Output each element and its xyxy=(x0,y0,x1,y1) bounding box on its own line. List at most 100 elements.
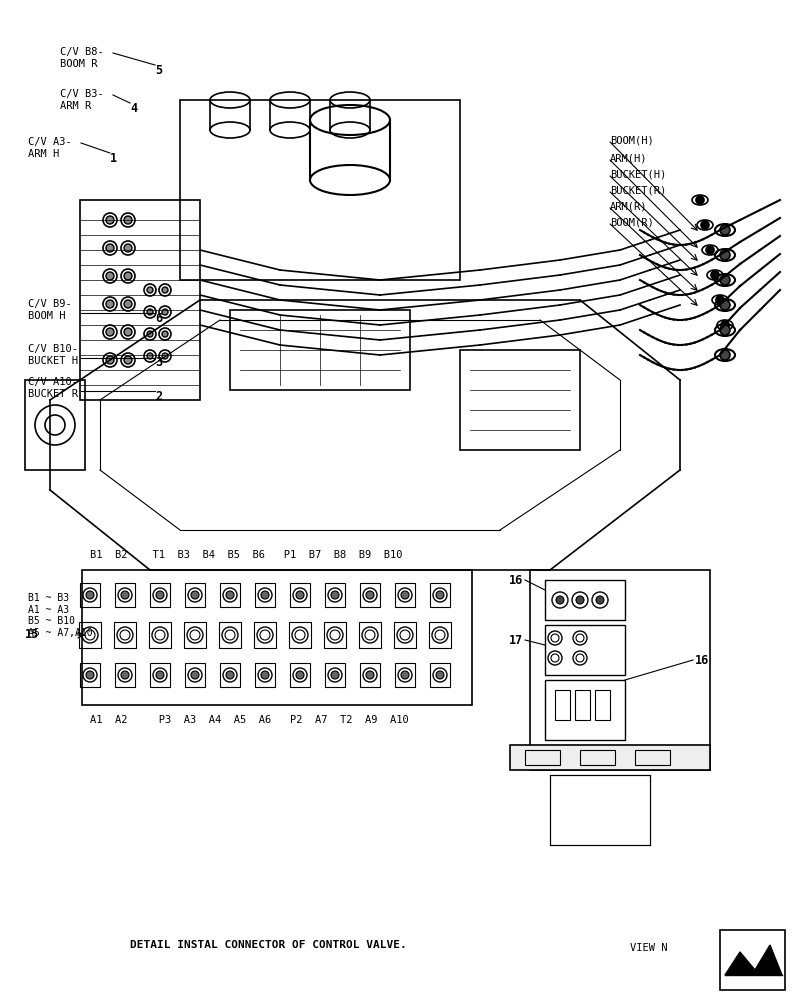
Bar xyxy=(554,690,569,720)
Text: A1  A2     P3  A3  A4  A5  A6   P2  A7  T2  A9  A10: A1 A2 P3 A3 A4 A5 A6 P2 A7 T2 A9 A10 xyxy=(90,715,408,725)
Circle shape xyxy=(710,271,718,279)
Text: 1: 1 xyxy=(110,152,117,165)
Bar xyxy=(115,583,135,607)
Circle shape xyxy=(191,671,199,679)
Text: B1 ~ B3
A1 ~ A3
B5 ~ B10
A5 ~ A7,A10: B1 ~ B3 A1 ~ A3 B5 ~ B10 A5 ~ A7,A10 xyxy=(28,593,92,638)
Bar xyxy=(185,663,205,687)
Text: 16: 16 xyxy=(508,574,522,586)
Text: C/V B3-
ARM R: C/V B3- ARM R xyxy=(60,89,104,111)
Text: 6: 6 xyxy=(155,312,162,324)
Bar xyxy=(230,310,410,390)
Bar xyxy=(544,625,624,675)
Bar xyxy=(324,583,344,607)
Circle shape xyxy=(147,353,153,359)
Circle shape xyxy=(106,244,114,252)
Bar xyxy=(360,663,380,687)
Bar xyxy=(290,663,310,687)
Text: ARM(R): ARM(R) xyxy=(609,201,646,211)
Bar xyxy=(429,622,450,648)
Bar xyxy=(529,570,709,770)
Bar xyxy=(82,570,471,705)
Text: BUCKET(H): BUCKET(H) xyxy=(609,169,666,179)
Bar xyxy=(184,622,206,648)
Text: B1  B2    T1  B3  B4  B5  B6   P1  B7  B8  B9  B10: B1 B2 T1 B3 B4 B5 B6 P1 B7 B8 B9 B10 xyxy=(90,550,402,560)
Circle shape xyxy=(296,591,304,599)
Bar xyxy=(509,745,709,770)
Circle shape xyxy=(147,309,153,315)
Text: 3: 3 xyxy=(155,357,162,369)
Bar xyxy=(430,583,450,607)
Circle shape xyxy=(435,591,443,599)
Text: ARM(H): ARM(H) xyxy=(609,153,646,163)
Circle shape xyxy=(401,671,409,679)
Bar xyxy=(544,580,624,620)
Bar xyxy=(220,663,240,687)
Bar xyxy=(218,622,241,648)
Bar xyxy=(579,750,614,765)
Circle shape xyxy=(401,591,409,599)
Bar xyxy=(393,622,415,648)
Circle shape xyxy=(720,321,728,329)
Circle shape xyxy=(106,300,114,308)
Bar xyxy=(634,750,669,765)
Circle shape xyxy=(719,300,729,310)
Circle shape xyxy=(365,671,373,679)
Circle shape xyxy=(124,272,132,280)
Bar xyxy=(430,663,450,687)
Text: C/V B9-
BOOM H: C/V B9- BOOM H xyxy=(28,299,71,321)
Bar xyxy=(25,380,85,470)
Circle shape xyxy=(331,591,339,599)
Bar xyxy=(150,663,169,687)
Bar xyxy=(288,622,311,648)
Circle shape xyxy=(120,671,128,679)
Bar xyxy=(359,622,381,648)
Bar xyxy=(149,622,171,648)
Circle shape xyxy=(156,591,164,599)
Circle shape xyxy=(719,250,729,260)
Circle shape xyxy=(161,353,168,359)
Circle shape xyxy=(695,196,703,204)
Circle shape xyxy=(719,275,729,285)
Polygon shape xyxy=(724,945,781,975)
Bar xyxy=(549,775,649,845)
Bar xyxy=(180,100,459,280)
Bar xyxy=(524,750,560,765)
Bar xyxy=(80,583,100,607)
Circle shape xyxy=(700,221,708,229)
Text: DETAIL INSTAL CONNECTOR OF CONTROL VALVE.: DETAIL INSTAL CONNECTOR OF CONTROL VALVE… xyxy=(130,940,406,950)
Text: 15: 15 xyxy=(25,628,39,642)
Bar xyxy=(255,583,275,607)
Bar xyxy=(290,583,310,607)
Circle shape xyxy=(106,272,114,280)
Circle shape xyxy=(435,671,443,679)
Circle shape xyxy=(161,287,168,293)
Circle shape xyxy=(120,591,128,599)
Bar xyxy=(115,663,135,687)
Circle shape xyxy=(556,596,563,604)
Bar xyxy=(220,583,240,607)
Text: C/V B8-
BOOM R: C/V B8- BOOM R xyxy=(60,47,104,69)
Text: C/V A3-
ARM H: C/V A3- ARM H xyxy=(28,137,71,159)
Circle shape xyxy=(124,356,132,364)
Text: C/V A10-
BUCKET R: C/V A10- BUCKET R xyxy=(28,377,78,399)
Bar xyxy=(594,690,609,720)
Bar xyxy=(254,622,275,648)
Bar xyxy=(150,583,169,607)
Circle shape xyxy=(226,591,234,599)
Circle shape xyxy=(261,591,269,599)
Bar xyxy=(394,583,414,607)
Circle shape xyxy=(719,325,729,335)
Circle shape xyxy=(719,350,729,360)
Circle shape xyxy=(331,671,339,679)
Circle shape xyxy=(86,591,94,599)
Bar xyxy=(80,200,200,400)
Text: 5: 5 xyxy=(155,64,162,77)
Bar xyxy=(255,663,275,687)
Circle shape xyxy=(106,328,114,336)
Bar xyxy=(574,690,589,720)
Bar xyxy=(459,350,579,450)
Bar xyxy=(324,663,344,687)
Bar xyxy=(544,680,624,740)
Text: 2: 2 xyxy=(155,389,162,402)
Circle shape xyxy=(715,296,723,304)
